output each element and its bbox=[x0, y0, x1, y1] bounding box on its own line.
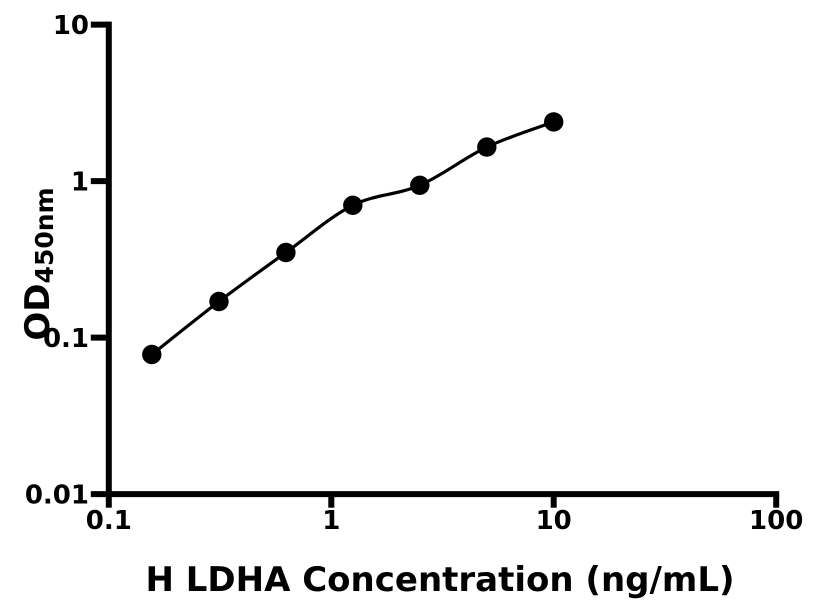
y-axis-title-main: OD bbox=[18, 283, 58, 340]
y-axis-title-subscript: 450nm bbox=[30, 187, 59, 283]
data-layer bbox=[142, 112, 564, 365]
y-tick-label: 0.1 bbox=[43, 324, 89, 354]
x-tick-label: 0.1 bbox=[86, 506, 132, 536]
y-axis-title: OD450nm bbox=[18, 187, 59, 340]
fit-curve bbox=[150, 120, 556, 357]
data-point-marker bbox=[410, 175, 430, 195]
data-point-marker bbox=[343, 195, 363, 215]
data-point-marker bbox=[142, 344, 162, 365]
x-tick-label: 100 bbox=[749, 506, 803, 536]
y-tick-label: 1 bbox=[71, 168, 89, 198]
y-tick-label: 10 bbox=[53, 11, 89, 41]
y-tick-label: 0.01 bbox=[25, 481, 89, 511]
labels-layer: H LDHA Concentration (ng/mL) OD450nm bbox=[18, 187, 735, 600]
data-point-marker bbox=[209, 291, 229, 312]
x-axis-title: H LDHA Concentration (ng/mL) bbox=[145, 560, 734, 600]
x-tick-label: 10 bbox=[536, 506, 572, 536]
axes-frame bbox=[105, 21, 780, 498]
data-point-marker bbox=[544, 112, 564, 132]
data-point-marker bbox=[276, 242, 296, 263]
data-point-marker bbox=[477, 137, 497, 157]
x-tick-label: 1 bbox=[322, 506, 340, 536]
